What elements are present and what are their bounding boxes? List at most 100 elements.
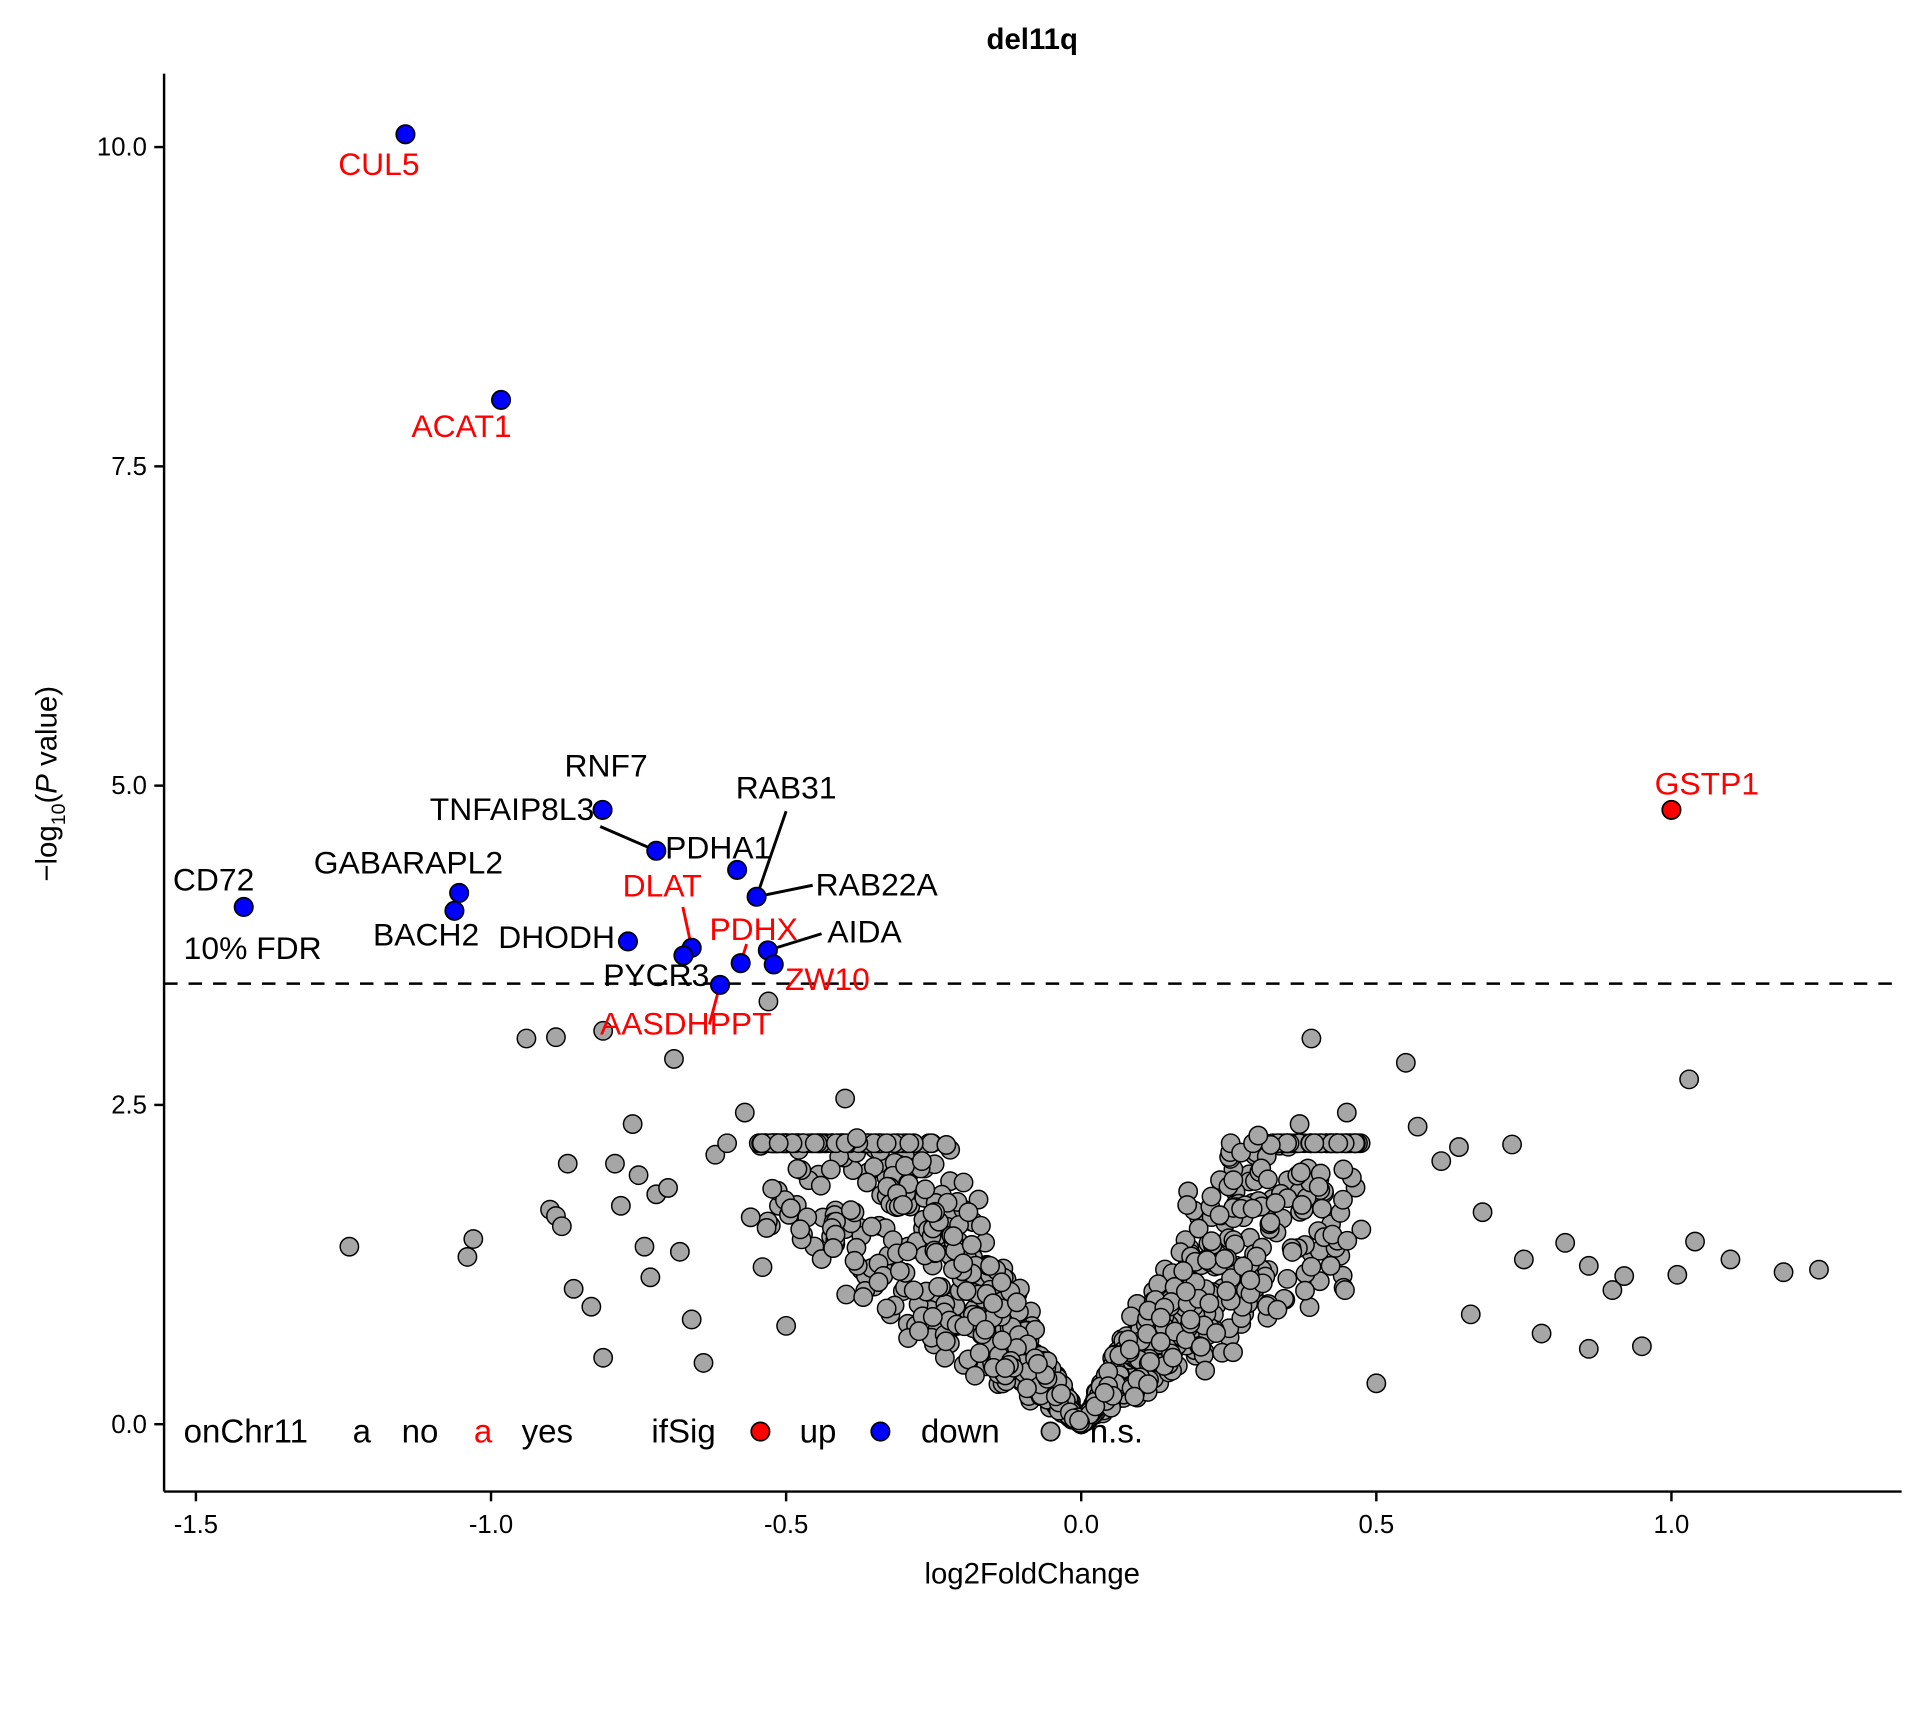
ns-point (605, 1153, 625, 1174)
ns-point (861, 1216, 882, 1237)
ns-point (897, 1241, 918, 1262)
ns-point (1472, 1202, 1493, 1223)
ns-point (1632, 1336, 1652, 1357)
sig-point-pdhx (730, 953, 751, 974)
ns-point (1578, 1255, 1599, 1276)
ns-point (991, 1272, 1012, 1293)
ns-point (1513, 1249, 1534, 1270)
ns-point (705, 1144, 726, 1165)
x-tick-label: 0.0 (1063, 1511, 1099, 1539)
sig-point-gstp1 (1661, 799, 1682, 820)
ns-point (1209, 1205, 1230, 1226)
x-axis-title: log2FoldChange (924, 1557, 1140, 1590)
ns-point (790, 1219, 811, 1240)
ns-point (1017, 1378, 1037, 1399)
gene-label-zw10: ZW10 (785, 961, 870, 997)
ns-point (1333, 1189, 1353, 1210)
threshold-layer: 10% FDR (164, 930, 1902, 985)
ns-point (1258, 1169, 1278, 1190)
sig-point-bach2 (444, 900, 465, 921)
ns-point (804, 1133, 825, 1154)
ns-point (1150, 1307, 1171, 1328)
ns-point (1301, 1256, 1322, 1277)
ns-point (693, 1352, 714, 1373)
ns-point (1124, 1386, 1145, 1407)
ns-point (1277, 1133, 1298, 1154)
ns-point (943, 1226, 964, 1247)
sig-point-tnfaip8l3 (646, 840, 667, 861)
gene-label-dhodh: DHODH (498, 919, 615, 955)
ns-point (971, 1215, 991, 1236)
ns-point (1290, 1162, 1311, 1183)
ns-point (1190, 1336, 1211, 1357)
chart-title: del11q (987, 23, 1078, 56)
ns-point (563, 1278, 584, 1299)
ns-point (752, 1133, 772, 1154)
ns-point (1304, 1133, 1325, 1154)
label-connector (599, 825, 657, 853)
ns-point (1277, 1268, 1298, 1289)
legend-key-no-glyph: a (353, 1414, 372, 1451)
ns-points-layer (339, 991, 1829, 1435)
ns-point (909, 1321, 929, 1342)
ns-point (935, 1331, 956, 1352)
ns-point (1246, 1246, 1267, 1267)
ns-point (1773, 1262, 1794, 1283)
ns-point (936, 1135, 957, 1155)
ns-point (876, 1133, 897, 1154)
ns-point (1685, 1231, 1705, 1252)
ns-point (634, 1236, 655, 1257)
gene-labels: CUL5 ACAT1 GSTP1 RNF7 TNFAIP8L3 PDHA1 RAB31 RAB… (173, 146, 1759, 1042)
ns-point (1085, 1396, 1106, 1417)
gene-label-cul5: CUL5 (338, 146, 419, 182)
ns-point (1214, 1248, 1235, 1269)
legend-swatch-ns (1040, 1421, 1061, 1442)
ns-point (734, 1102, 755, 1123)
legend-key-yes-glyph: a (474, 1414, 493, 1451)
ns-point (557, 1153, 578, 1174)
ns-point (1260, 1212, 1281, 1233)
ns-point (1614, 1266, 1635, 1286)
sig-point-rnf7 (592, 799, 613, 820)
legend: onChr11 a no a yes ifSig up down n.s. (184, 1414, 1143, 1451)
legend-title-ifsig: ifSig (651, 1414, 715, 1451)
sig-point-cd72 (233, 896, 254, 918)
ns-point (922, 1307, 943, 1327)
ns-point (1216, 1281, 1237, 1301)
y-axis-title: −log10(P value) (30, 686, 70, 882)
ns-point (840, 1200, 861, 1221)
ns-point (1150, 1332, 1171, 1352)
gene-label-pdhx: PDHX (709, 911, 797, 947)
sig-point-cul5 (395, 124, 416, 145)
ns-point (1195, 1360, 1216, 1381)
ns-point (1292, 1195, 1312, 1215)
legend-item-up: up (800, 1414, 837, 1451)
ns-point (980, 1255, 1000, 1276)
ns-point (664, 1049, 684, 1069)
ns-point (1328, 1133, 1349, 1154)
ns-point (956, 1281, 977, 1301)
ns-point (610, 1195, 631, 1216)
gene-label-rnf7: RNF7 (565, 748, 648, 784)
gene-label-acat1: ACAT1 (411, 408, 511, 444)
ns-point (1431, 1151, 1452, 1172)
ns-point (1395, 1052, 1416, 1073)
ns-point (628, 1165, 649, 1186)
ns-point (889, 1261, 910, 1281)
ns-point (911, 1151, 932, 1172)
ns-point (1335, 1280, 1355, 1301)
ns-point (1449, 1137, 1469, 1157)
legend-item-yes: yes (522, 1414, 573, 1451)
sig-point-dhodh (617, 931, 638, 952)
ns-point (876, 1298, 897, 1319)
ns-point (926, 1242, 946, 1263)
ns-point (1301, 1028, 1322, 1049)
ns-point (934, 1347, 955, 1368)
ns-point (756, 1218, 777, 1238)
ns-point (740, 1207, 761, 1228)
ns-point (1119, 1339, 1140, 1360)
ns-point (965, 1365, 985, 1386)
x-tick-label: 0.5 (1358, 1511, 1394, 1539)
sig-point-acat1 (491, 389, 512, 410)
ns-point (1366, 1373, 1387, 1394)
